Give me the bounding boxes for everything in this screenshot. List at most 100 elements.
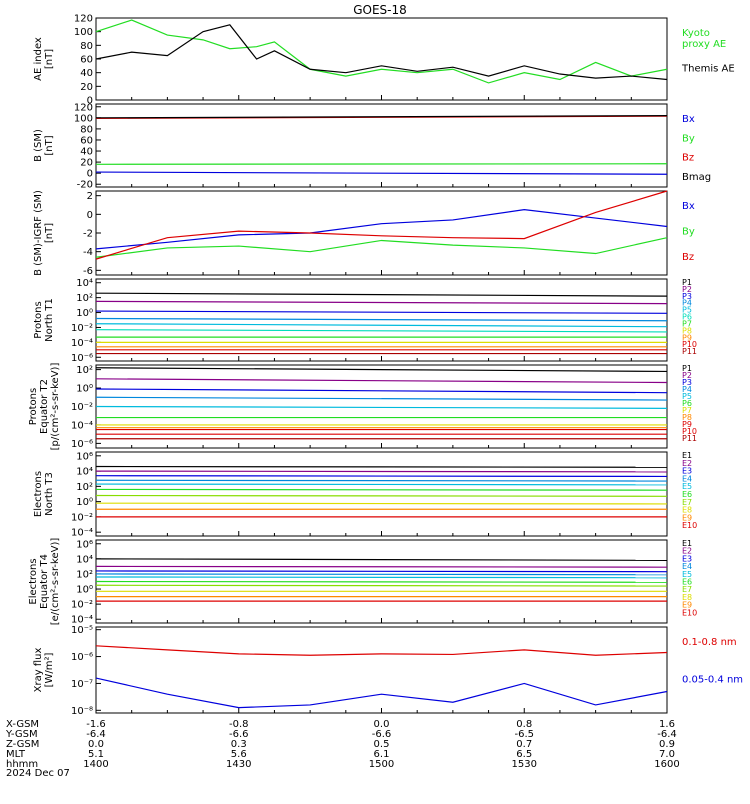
x-axis-row-label: hhmm [6,759,38,770]
y-tick-label: 10⁻² [71,512,93,523]
series-line-e4 [95,573,668,576]
legend-label: E7 [682,498,692,507]
date-label: 2024 Dec 07 [6,768,70,779]
y-tick-label: 10⁴ [76,467,93,478]
legend-label: E1 [682,539,692,548]
y-tick-label: 10⁻⁶ [71,652,93,663]
y-axis-label: [nT] [44,135,55,155]
legend-label: E5 [682,570,692,579]
y-tick-label: 80 [80,41,93,52]
y-axis-label: Protons [28,388,39,425]
legend-label: P4 [682,385,692,394]
legend-label: P6 [682,399,692,408]
legend-label: E8 [682,506,692,515]
legend-label: E6 [682,490,692,499]
x-axis-value: 1600 [654,759,679,770]
legend-label: proxy AE [682,39,726,50]
y-tick-label: 10⁰ [76,585,93,596]
legend-label: P10 [682,427,697,436]
y-axis-label: [nT] [44,223,55,243]
legend-label: E2 [682,459,692,468]
series-line-e7 [95,584,668,587]
x-axis-value: 1430 [226,759,251,770]
series-line-bmag [95,115,668,119]
x-axis-value: 6.1 [374,749,390,760]
y-tick-label: -6 [83,266,93,277]
panel-protons_t2: 10⁻⁶ 10⁻⁴ 10⁻² 10⁰ 10² Protons Equator T2 [p/(c… [28,363,697,451]
y-tick-label: 10⁻⁶ [71,353,93,364]
series-line-p2 [95,300,668,305]
y-tick-label: 10² [76,293,93,304]
y-tick-label: 10⁻² [71,402,93,413]
x-axis-value: 1400 [83,759,108,770]
y-tick-label: 2 [87,191,93,202]
x-axis-value: 5.1 [88,749,104,760]
panel-protons_t1: 10⁻⁶ 10⁻⁴ 10⁻² 10⁰ 10² 10⁴ Protons North T1 P1P2… [33,278,697,364]
y-tick-label: 40 [80,147,93,158]
x-axis-value: 0.3 [231,739,247,750]
legend-label: By [682,133,695,144]
y-axis-label: Protons [33,301,44,338]
series-line-e4 [95,479,668,482]
y-axis-label: Xray flux [33,648,44,693]
legend-label: E1 [682,451,692,460]
y-tick-label: 0 [87,169,93,180]
series-line-by [95,237,668,258]
legend-label: E3 [682,554,692,563]
legend-label: P8 [682,326,692,335]
y-tick-label: 10⁰ [76,384,93,395]
y-tick-label: 10⁰ [76,497,93,508]
legend-label: E8 [682,593,692,602]
y-axis-label: B (SM)-IGRF (SM) [33,190,44,276]
legend-label: E6 [682,578,692,587]
y-tick-label: -4 [83,247,93,258]
x-axis-value: 0.0 [88,739,104,750]
series-line-p6 [95,329,668,333]
y-axis-label: Equator T4 [39,554,50,609]
series-line-p1 [95,292,668,297]
series-line-e1 [95,465,668,468]
series-line-bz [95,190,668,260]
x-axis-row-label: MLT [6,749,26,760]
legend-label: P7 [682,406,692,415]
legend-label: 0.05-0.4 nm [682,674,743,685]
y-axis-label: North T3 [44,472,55,516]
series-line-p4 [95,396,668,401]
legend-label: P6 [682,313,692,322]
x-axis-value: 0.9 [659,739,675,750]
y-tick-label: 20 [80,158,93,169]
legend-label: P3 [682,292,692,301]
legend-label: Bx [682,201,695,212]
y-tick-label: -20 [77,180,93,191]
legend-label: P1 [682,364,692,373]
legend-label: Themis AE [681,64,735,75]
panel-xray: 10⁻⁸ 10⁻⁷ 10⁻⁶ 10⁻⁵ Xray flux [W/m²] 0.1-0.8 n… [33,625,743,717]
y-tick-label: 10⁻² [71,323,93,334]
series-line-p1 [95,367,668,373]
y-axis-label: [p/(cm²-s-sr-keV)] [50,363,61,451]
y-axis-label: B (SM) [33,129,44,162]
legend-label: Bz [682,153,694,164]
legend-label: P9 [682,333,692,342]
series-line-e5 [95,576,668,579]
x-axis-table: X-GSM -1.6 -0.8 0.0 0.8 1.6 Y-GSM -6.4 -6.6 -6.6 -… [5,719,680,770]
y-tick-label: 20 [80,82,93,93]
panel-frame [95,190,668,276]
legend-label: Kyoto [682,28,710,39]
series-line-p4 [95,317,668,322]
x-axis-value: -6.5 [514,729,534,740]
y-tick-label: 10⁻⁶ [71,439,93,450]
panel-bdiff: -6 -4 -2 0 2 B (SM)-IGRF (SM) [nT] Bx By Bz [33,190,695,277]
legend-label: P4 [682,299,692,308]
y-tick-label: 10⁶ [76,539,93,550]
series-line-e7 [95,494,668,497]
legend-label: P10 [682,340,697,349]
y-tick-label: 10⁶ [76,451,93,462]
y-tick-label: 10² [76,365,93,376]
series-line-kyoto-proxy-ae [95,19,668,84]
legend-label: E4 [682,474,692,483]
